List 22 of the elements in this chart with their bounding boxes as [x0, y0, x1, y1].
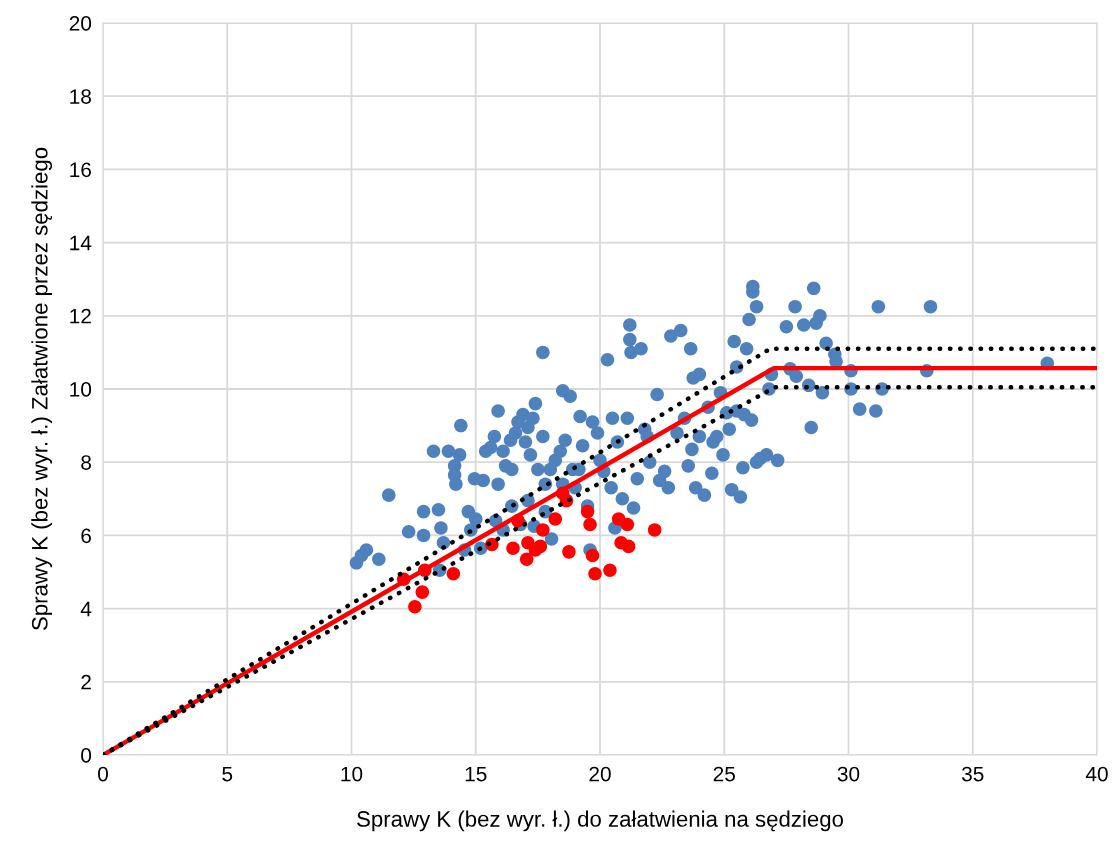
- x-tick-label: 40: [1085, 766, 1108, 782]
- y-axis-title: Sprawy K (bez wyr. ł.) Załatwione przez sędziego: [31, 147, 53, 631]
- y-tick-label: 8: [81, 455, 91, 470]
- x-tick-label: 20: [589, 766, 611, 782]
- x-tick-label: 25: [713, 766, 735, 782]
- y-tick-label: 12: [70, 308, 91, 324]
- y-tick-label: 2: [81, 674, 91, 690]
- y-tick-label: 18: [70, 89, 91, 104]
- y-tick-label: 6: [81, 528, 91, 544]
- x-tick-label: 15: [465, 766, 487, 782]
- y-tick-label: 16: [70, 162, 91, 178]
- y-tick-label: 0: [81, 748, 92, 763]
- y-tick-label: 14: [70, 235, 92, 251]
- x-tick-label: 0: [98, 766, 108, 782]
- x-axis-title: Sprawy K (bez wyr. ł.) do załatwienia na sędziego: [357, 810, 844, 832]
- y-tick-label: 20: [69, 16, 92, 31]
- y-tick-label: 4: [80, 601, 92, 617]
- x-tick-label: 5: [222, 766, 233, 782]
- x-tick-label: 10: [341, 766, 363, 782]
- y-tick-label: 10: [70, 382, 92, 397]
- x-tick-label: 30: [837, 766, 860, 782]
- x-tick-label: 35: [961, 766, 984, 782]
